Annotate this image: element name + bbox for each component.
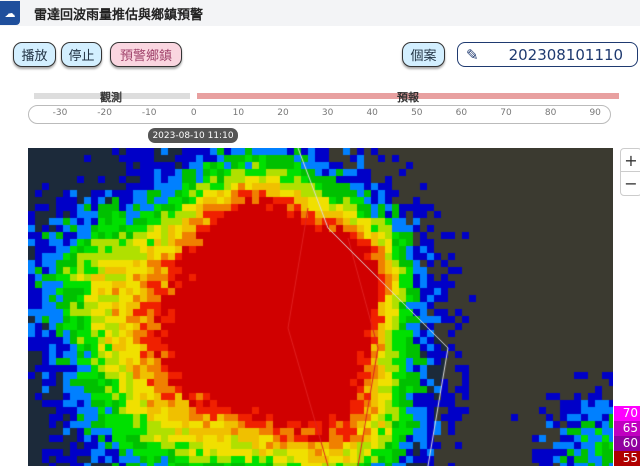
warning-towns-button[interactable]: 預警鄉鎮	[110, 42, 182, 67]
timeline-tick: 30	[321, 108, 334, 118]
case-button[interactable]: 個案	[402, 42, 445, 67]
timeline-tick: -30	[52, 108, 68, 118]
timeline-tick: 0	[190, 108, 197, 118]
timeline-tick: 10	[232, 108, 245, 118]
rain-cloud-icon: ☁	[0, 1, 20, 25]
datetime-field[interactable]: ✎ 202308101110	[457, 42, 638, 67]
legend-item: 65	[614, 421, 640, 436]
current-time-tooltip: 2023-08-10 11:10	[148, 128, 238, 143]
observed-bar	[34, 93, 190, 99]
timeline-tick: 20	[277, 108, 289, 118]
app-title: 雷達回波雨量推估與鄉鎮預警	[34, 7, 204, 23]
timeline-tick: 60	[455, 108, 468, 118]
timeline-tick: 80	[544, 108, 557, 118]
zoom-in-button[interactable]: +	[621, 149, 640, 172]
timeline-tick: 70	[500, 108, 512, 118]
zoom-control: + −	[620, 148, 640, 196]
forecast-label: 預報	[397, 91, 419, 104]
stop-button[interactable]: 停止	[61, 42, 102, 67]
forecast-bar	[197, 93, 619, 99]
zoom-out-button[interactable]: −	[624, 174, 638, 193]
radar-map[interactable]	[28, 148, 613, 466]
legend-item: 70	[614, 406, 640, 421]
timeline-tick: 40	[366, 108, 378, 118]
timeline-tick: 50	[411, 108, 423, 118]
timeline-tick: -10	[141, 108, 157, 118]
datetime-value: 202308101110	[508, 45, 624, 64]
legend-item: 60	[614, 436, 640, 451]
timeline-slider[interactable]	[28, 105, 611, 124]
legend-item: 55	[614, 451, 640, 466]
play-button[interactable]: 播放	[13, 42, 56, 67]
timeline-tick: 90	[589, 108, 601, 118]
timeline-tick: -20	[97, 108, 112, 118]
pencil-icon: ✎	[466, 45, 479, 64]
app-header: ☁ 雷達回波雨量推估與鄉鎮預警	[0, 0, 640, 26]
observed-label: 觀測	[100, 91, 122, 104]
